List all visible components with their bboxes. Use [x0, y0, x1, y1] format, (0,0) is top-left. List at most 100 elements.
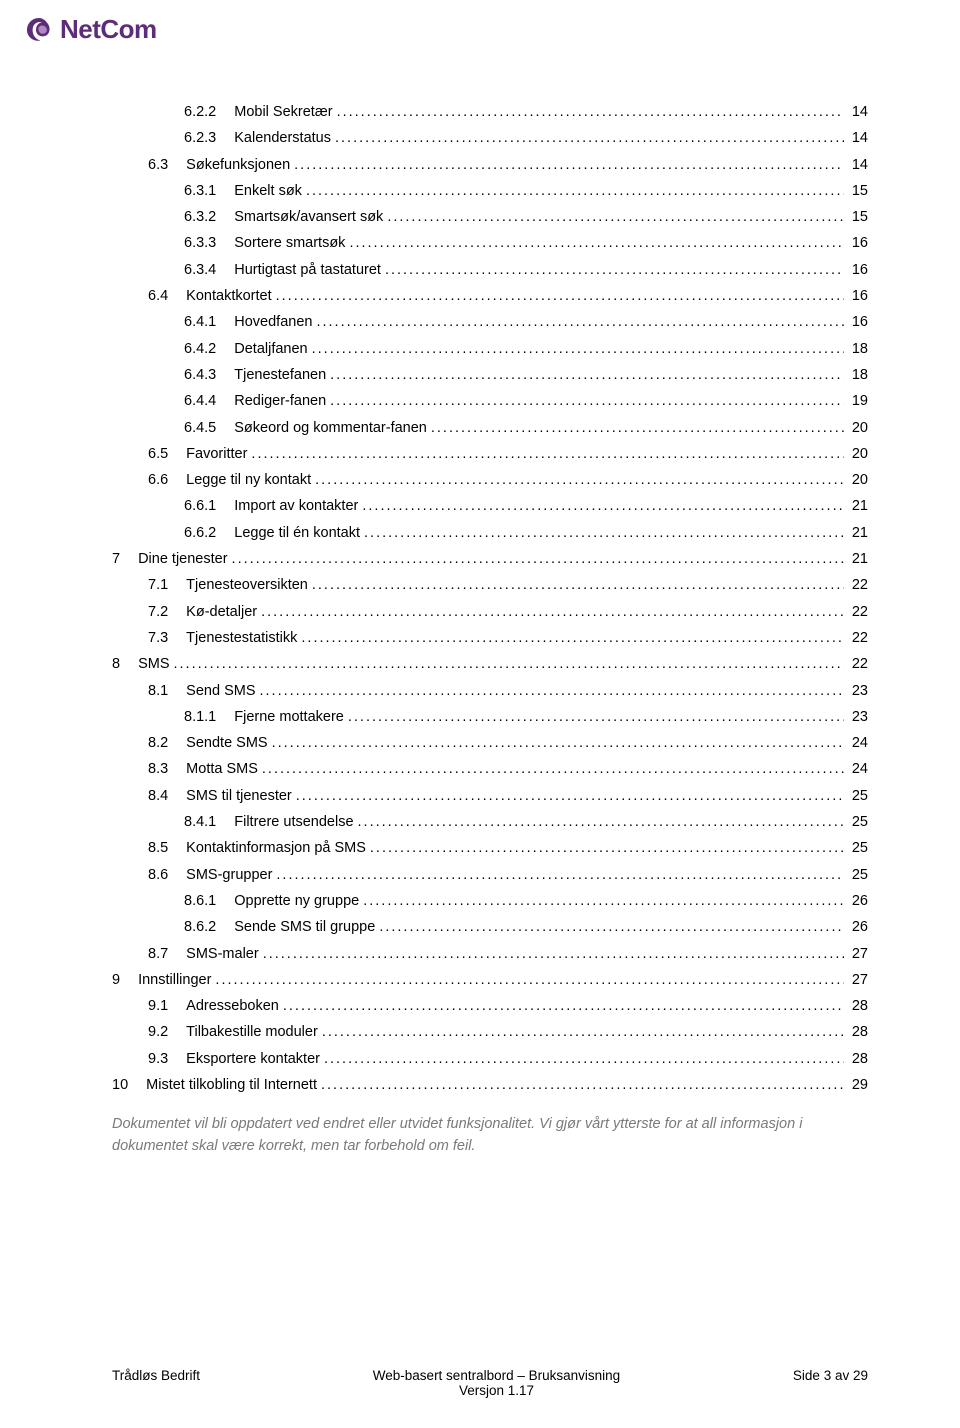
toc-entry[interactable]: 8.4SMS til tjenester25 — [112, 789, 868, 804]
toc-leader-dots — [262, 762, 844, 777]
toc-leader-dots — [335, 131, 844, 146]
toc-entry[interactable]: 8.1Send SMS23 — [112, 684, 868, 699]
toc-entry[interactable]: 6.3.1Enkelt søk15 — [112, 184, 868, 199]
toc-entry-title: SMS-grupper — [186, 868, 272, 883]
toc-entry-page: 19 — [848, 394, 868, 409]
brand-name: NetCom — [60, 14, 157, 45]
toc-leader-dots — [358, 815, 844, 830]
toc-entry-number: 6.3.4 — [184, 263, 234, 278]
toc-entry-number: 8.5 — [148, 841, 186, 856]
toc-leader-dots — [316, 315, 843, 330]
toc-leader-dots — [260, 684, 844, 699]
toc-entry-page: 21 — [848, 499, 868, 514]
toc-leader-dots — [387, 210, 844, 225]
toc-entry-page: 16 — [848, 315, 868, 330]
toc-entry[interactable]: 9.1Adresseboken28 — [112, 999, 868, 1014]
toc-entry[interactable]: 10Mistet tilkobling til Internett29 — [112, 1078, 868, 1093]
toc-entry-page: 27 — [848, 973, 868, 988]
toc-entry[interactable]: 8SMS22 — [112, 657, 868, 672]
toc-entry-page: 26 — [848, 920, 868, 935]
toc-entry[interactable]: 6.6.1Import av kontakter21 — [112, 499, 868, 514]
toc-leader-dots — [362, 499, 844, 514]
toc-leader-dots — [337, 105, 844, 120]
toc-entry[interactable]: 6.4.5Søkeord og kommentar-fanen20 — [112, 421, 868, 436]
toc-entry[interactable]: 6.4.2Detaljfanen18 — [112, 342, 868, 357]
toc-entry[interactable]: 6.6.2Legge til én kontakt21 — [112, 526, 868, 541]
toc-entry[interactable]: 8.6.2Sende SMS til gruppe26 — [112, 920, 868, 935]
toc-entry-number: 7 — [112, 552, 138, 567]
toc-entry-title: Mobil Sekretær — [234, 105, 332, 120]
toc-entry-title: Legge til ny kontakt — [186, 473, 311, 488]
toc-leader-dots — [215, 973, 843, 988]
toc-leader-dots — [251, 447, 843, 462]
toc-entry[interactable]: 6.3Søkefunksjonen14 — [112, 158, 868, 173]
toc-entry-number: 8.1.1 — [184, 710, 234, 725]
toc-entry-title: Innstillinger — [138, 973, 211, 988]
toc-entry[interactable]: 6.2.3Kalenderstatus14 — [112, 131, 868, 146]
toc-entry-number: 6.4.3 — [184, 368, 234, 383]
toc-entry-number: 6.3 — [148, 158, 186, 173]
toc-entry-title: Tjenesteoversikten — [186, 578, 308, 593]
brand-logo-icon — [24, 15, 54, 45]
toc-entry[interactable]: 6.3.2Smartsøk/avansert søk15 — [112, 210, 868, 225]
toc-entry[interactable]: 7.3Tjenestestatistikk22 — [112, 631, 868, 646]
toc-leader-dots — [379, 920, 844, 935]
toc-entry-number: 10 — [112, 1078, 146, 1093]
toc-entry[interactable]: 8.2Sendte SMS24 — [112, 736, 868, 751]
toc-entry-number: 6.3.2 — [184, 210, 234, 225]
toc-entry-number: 6.2.3 — [184, 131, 234, 146]
toc-entry-title: Søkeord og kommentar-fanen — [234, 421, 427, 436]
toc-entry[interactable]: 6.4.4Rediger-fanen19 — [112, 394, 868, 409]
toc-entry[interactable]: 8.6SMS-grupper25 — [112, 868, 868, 883]
toc-entry-number: 8.4 — [148, 789, 186, 804]
toc-entry[interactable]: 6.3.3Sortere smartsøk16 — [112, 236, 868, 251]
toc-entry-number: 9.1 — [148, 999, 186, 1014]
toc-entry[interactable]: 6.4Kontaktkortet16 — [112, 289, 868, 304]
toc-entry[interactable]: 6.2.2Mobil Sekretær14 — [112, 105, 868, 120]
toc-entry-title: Kalenderstatus — [234, 131, 331, 146]
toc-leader-dots — [370, 841, 844, 856]
toc-entry-title: Tilbakestille moduler — [186, 1025, 318, 1040]
toc-entry[interactable]: 7Dine tjenester21 — [112, 552, 868, 567]
toc-entry-page: 16 — [848, 289, 868, 304]
toc-entry[interactable]: 6.5Favoritter20 — [112, 447, 868, 462]
toc-entry-page: 16 — [848, 263, 868, 278]
toc-entry[interactable]: 9.2Tilbakestille moduler28 — [112, 1025, 868, 1040]
toc-entry-number: 6.4 — [148, 289, 186, 304]
toc-entry[interactable]: 6.3.4Hurtigtast på tastaturet16 — [112, 263, 868, 278]
toc-entry-number: 6.2.2 — [184, 105, 234, 120]
toc-entry[interactable]: 6.6Legge til ny kontakt20 — [112, 473, 868, 488]
toc-entry[interactable]: 8.6.1Opprette ny gruppe26 — [112, 894, 868, 909]
toc-leader-dots — [232, 552, 844, 567]
toc-entry-number: 8.6.1 — [184, 894, 234, 909]
page-footer: Trådløs Bedrift Web-basert sentralbord –… — [112, 1368, 868, 1398]
toc-entry[interactable]: 8.4.1Filtrere utsendelse25 — [112, 815, 868, 830]
toc-entry-title: Sende SMS til gruppe — [234, 920, 375, 935]
toc-entry[interactable]: 9Innstillinger27 — [112, 973, 868, 988]
toc-entry-page: 15 — [848, 210, 868, 225]
toc-entry[interactable]: 8.1.1Fjerne mottakere23 — [112, 710, 868, 725]
toc-entry-page: 24 — [848, 762, 868, 777]
toc-entry-title: Enkelt søk — [234, 184, 302, 199]
toc-leader-dots — [330, 394, 844, 409]
toc-entry[interactable]: 8.5Kontaktinformasjon på SMS25 — [112, 841, 868, 856]
table-of-contents: 6.2.2Mobil Sekretær14 6.2.3Kalenderstatus… — [112, 105, 868, 1157]
toc-entry[interactable]: 6.4.1Hovedfanen16 — [112, 315, 868, 330]
toc-entry[interactable]: 8.7SMS-maler27 — [112, 947, 868, 962]
toc-leader-dots — [312, 578, 844, 593]
toc-entry-title: Kø-detaljer — [186, 605, 257, 620]
toc-entry-page: 28 — [848, 999, 868, 1014]
toc-leader-dots — [283, 999, 844, 1014]
toc-entry[interactable]: 7.2Kø-detaljer22 — [112, 605, 868, 620]
toc-entry[interactable]: 7.1Tjenesteoversikten22 — [112, 578, 868, 593]
toc-entry[interactable]: 9.3Eksportere kontakter28 — [112, 1052, 868, 1067]
toc-entry[interactable]: 8.3Motta SMS24 — [112, 762, 868, 777]
toc-entry-number: 8.2 — [148, 736, 186, 751]
toc-leader-dots — [349, 236, 843, 251]
toc-entry[interactable]: 6.4.3Tjenestefanen18 — [112, 368, 868, 383]
toc-entry-number: 8.7 — [148, 947, 186, 962]
toc-entry-title: Motta SMS — [186, 762, 258, 777]
toc-entry-page: 20 — [848, 447, 868, 462]
toc-leader-dots — [364, 526, 844, 541]
footer-center: Web-basert sentralbord – Bruksanvisning … — [373, 1368, 620, 1398]
